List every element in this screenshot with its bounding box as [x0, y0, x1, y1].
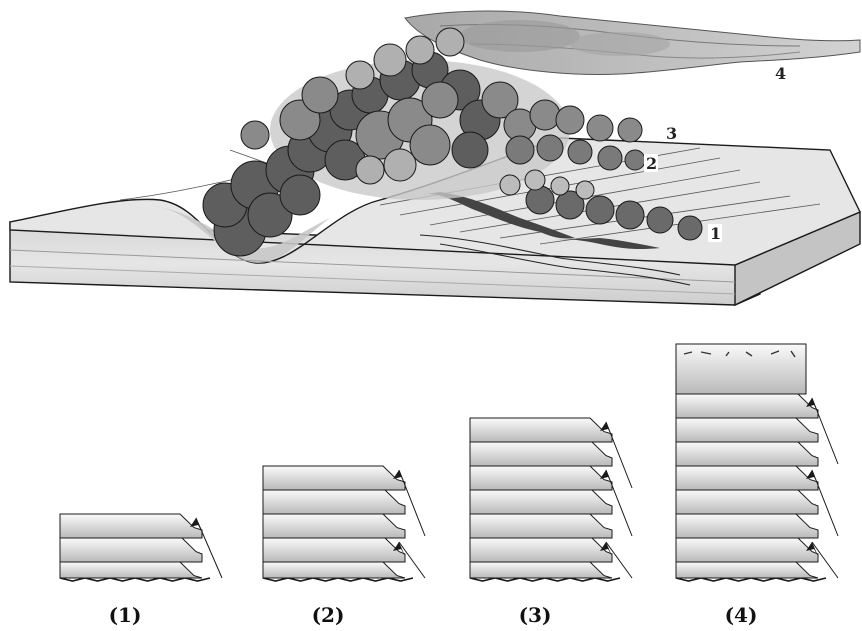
eruption-cloud: [202, 27, 703, 257]
column-3: (3): [469, 417, 633, 627]
column-caption: (4): [725, 603, 758, 627]
ash-mark: [790, 350, 796, 358]
valley-shading: [150, 205, 330, 263]
arrowhead: [806, 542, 818, 556]
flow-unit: [59, 561, 203, 579]
flow-label-3: 3: [666, 124, 677, 143]
column-4: (4): [675, 343, 839, 627]
flow-unit: [675, 537, 819, 563]
column-1: (1): [59, 513, 223, 627]
flow-unit: [469, 513, 613, 539]
ash-mark: [745, 351, 753, 357]
flow-unit: [262, 537, 406, 563]
flow-label-4: 4: [775, 64, 786, 83]
flow-direction-arrow: [811, 541, 839, 579]
ash-mark: [683, 351, 693, 355]
ash-fall-cap: [675, 343, 807, 395]
deposit-band-1: [420, 192, 575, 239]
flow-label-1: 1: [710, 224, 721, 243]
column-2: (2): [262, 465, 426, 627]
flow-unit: [675, 513, 819, 539]
flow-unit: [469, 489, 613, 515]
column-caption: (3): [519, 603, 552, 627]
arrowhead: [806, 398, 818, 412]
ash-mark: [770, 350, 780, 355]
ash-mark: [700, 351, 712, 355]
flow-label-2: 2: [646, 154, 657, 173]
flow-unit: [59, 513, 203, 539]
flow-unit: [262, 489, 406, 515]
flow-unit: [675, 465, 819, 491]
flow-unit: [469, 417, 613, 443]
flow-unit: [469, 465, 613, 491]
flow-unit: [262, 465, 406, 491]
flow-unit: [469, 441, 613, 467]
flow-unit: [262, 561, 406, 579]
flow-direction-arrow: [195, 517, 223, 579]
flow-unit: [675, 441, 819, 467]
arrowhead: [600, 422, 612, 436]
flow-unit: [675, 417, 819, 443]
arrowhead: [190, 518, 202, 532]
column-caption: (1): [109, 603, 142, 627]
flow-direction-arrow: [398, 541, 426, 579]
arrowhead: [393, 542, 405, 556]
flow-unit: [675, 393, 819, 419]
ash-plume: [404, 10, 861, 75]
flow-labels: 1 2 3 4: [644, 64, 786, 243]
flow-unit: [262, 513, 406, 539]
arrowhead: [393, 470, 405, 484]
arrowhead: [600, 470, 612, 484]
flow-unit: [675, 561, 819, 579]
deposit-band-2: [555, 238, 660, 250]
stratigraphic-columns: (1) (2) (3) (4): [59, 343, 839, 627]
arrowhead: [600, 542, 612, 556]
column-caption: (2): [312, 603, 345, 627]
flow-unit: [59, 537, 203, 563]
ash-mark: [725, 351, 730, 357]
flow-unit: [469, 561, 613, 579]
flow-unit: [469, 537, 613, 563]
flow-unit: [675, 489, 819, 515]
arrowhead: [806, 470, 818, 484]
flow-direction-arrow: [605, 541, 633, 579]
